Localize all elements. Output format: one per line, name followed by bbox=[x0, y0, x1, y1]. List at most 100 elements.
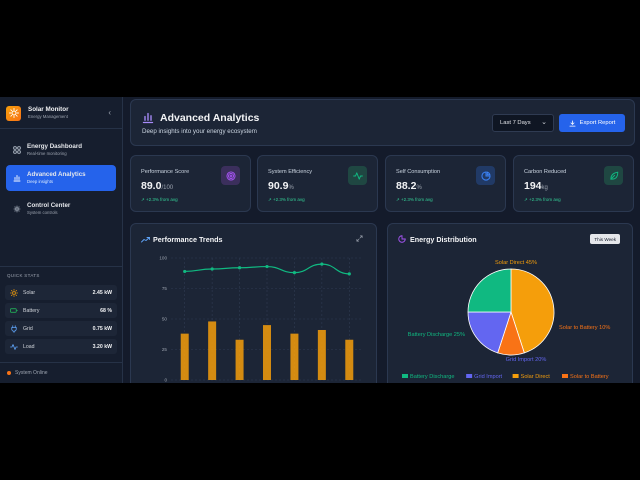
divider bbox=[0, 266, 122, 267]
kpi-trend-text: +2.3% from avg bbox=[529, 197, 561, 202]
brand-title: Solar Monitor bbox=[28, 106, 69, 113]
kpi-value: 89.0/100 bbox=[141, 180, 173, 192]
line-point bbox=[210, 267, 214, 271]
quick-stat-label: Grid bbox=[23, 325, 33, 332]
kpi-trend: ↗ +2.3% from avg bbox=[141, 197, 178, 202]
nav-label: Energy Dashboard bbox=[27, 143, 83, 150]
export-report-button[interactable]: Export Report bbox=[559, 114, 625, 132]
kpi-label: Carbon Reduced bbox=[524, 169, 567, 175]
legend-swatch bbox=[402, 374, 408, 378]
sun-icon bbox=[10, 288, 18, 297]
system-status-label: System Online bbox=[15, 370, 48, 376]
period-badge: This Week bbox=[590, 234, 620, 244]
app-window: Solar Monitor Energy Management ‹ Energy… bbox=[0, 97, 640, 383]
y-tick-label: 100 bbox=[159, 256, 167, 261]
chevron-down-icon: ⌄ bbox=[541, 119, 547, 126]
quick-stat-label: Load bbox=[23, 343, 35, 350]
legend-label: Solar to Battery bbox=[570, 374, 609, 380]
export-report-label: Export Report bbox=[579, 120, 616, 126]
legend-swatch bbox=[562, 374, 568, 378]
quick-stat-value: 3.20 kW bbox=[92, 343, 112, 350]
nav-sub: System controls bbox=[27, 210, 58, 215]
quick-stat-value: 2.45 kW bbox=[92, 289, 112, 296]
slice-label: Solar to Battery 10% bbox=[559, 325, 610, 331]
download-icon bbox=[569, 119, 576, 127]
kpi-number: 194 bbox=[524, 180, 542, 192]
bar bbox=[180, 333, 189, 380]
divider bbox=[0, 128, 122, 129]
energy-distribution-chart: Solar Direct 45% Solar to Battery 10% Grid… bbox=[402, 260, 610, 380]
line-point bbox=[265, 264, 269, 269]
nav-item-energy-dashboard[interactable]: Energy Dashboard Real-time monitoring bbox=[6, 137, 116, 163]
kpi-value: 90.9% bbox=[268, 180, 294, 192]
quick-stat-solar: Solar 2.45 kW bbox=[5, 285, 117, 300]
bar-chart-icon bbox=[142, 112, 154, 124]
legend-swatch bbox=[466, 374, 473, 378]
legend-label: Grid Import bbox=[474, 374, 502, 380]
kpi-number: 89.0 bbox=[141, 180, 162, 192]
panel-title: Performance Trends bbox=[153, 235, 223, 244]
page-title: Advanced Analytics bbox=[160, 112, 260, 124]
quick-stat-value: 68 % bbox=[100, 307, 112, 314]
nav-label: Advanced Analytics bbox=[27, 171, 86, 178]
quick-stat-label: Solar bbox=[23, 289, 36, 296]
bar bbox=[263, 325, 271, 380]
kpi-self-consumption: Self Consumption 88.2% ↗ +2.3% from avg bbox=[385, 155, 506, 212]
nav-sub: Deep insights bbox=[27, 179, 54, 184]
kpi-label: Performance Score bbox=[141, 169, 190, 175]
nav-sub: Real-time monitoring bbox=[27, 151, 67, 156]
kpi-performance-score: Performance Score 89.0/100 ↗ +2.3% from … bbox=[130, 155, 251, 212]
slice-label: Battery Discharge 25% bbox=[408, 332, 465, 338]
date-range-value: Last 7 Days bbox=[500, 120, 531, 126]
kpi-system-efficiency: System Efficiency 90.9% ↗ +2.3% from avg bbox=[257, 155, 378, 212]
expand-icon[interactable] bbox=[356, 235, 363, 242]
bar-chart-icon bbox=[12, 174, 21, 183]
system-status: System Online bbox=[7, 370, 48, 376]
quick-stat-grid: Grid 0.75 kW bbox=[5, 321, 117, 336]
kpi-unit: % bbox=[288, 185, 294, 191]
trending-up-icon bbox=[141, 237, 150, 243]
target-icon bbox=[221, 166, 240, 185]
slice-label: Solar Direct 45% bbox=[495, 260, 537, 266]
sidebar: Solar Monitor Energy Management ‹ Energy… bbox=[0, 97, 123, 383]
bar bbox=[290, 333, 299, 380]
kpi-trend: ↗ +2.3% from avg bbox=[268, 197, 305, 202]
pie-slice bbox=[467, 268, 512, 313]
nav-item-advanced-analytics[interactable]: Advanced Analytics Deep insights bbox=[6, 165, 116, 191]
kpi-trend: ↗ +2.3% from avg bbox=[524, 197, 561, 202]
date-range-select[interactable]: Last 7 Days ⌄ bbox=[492, 114, 554, 132]
brand: Solar Monitor Energy Management ‹ bbox=[6, 103, 118, 123]
nav-label: Control Center bbox=[27, 202, 71, 209]
battery-icon bbox=[10, 307, 18, 315]
kpi-unit: /100 bbox=[161, 185, 174, 191]
energy-distribution-panel: Energy Distribution This Week Solar Dire… bbox=[387, 223, 633, 383]
slice-label: Grid Import 20% bbox=[506, 357, 547, 363]
grid-icon bbox=[12, 146, 21, 155]
bar bbox=[317, 329, 326, 380]
leaf-icon bbox=[604, 166, 623, 185]
y-tick-label: 0 bbox=[164, 378, 167, 383]
performance-trends-panel: Performance Trends 0 25 50 75 100 Mon Tue Wed Th… bbox=[130, 223, 377, 383]
bar bbox=[345, 339, 354, 380]
chevron-left-icon[interactable]: ‹ bbox=[108, 108, 111, 117]
activity-icon bbox=[10, 343, 18, 351]
kpi-label: Self Consumption bbox=[396, 169, 441, 175]
status-dot bbox=[7, 371, 11, 375]
kpi-trend-text: +2.3% from avg bbox=[401, 197, 433, 202]
line-point bbox=[292, 271, 297, 275]
y-tick-label: 25 bbox=[162, 347, 168, 352]
nav-item-control-center[interactable]: Control Center System controls bbox=[6, 196, 116, 222]
quick-stats-title: QUICK STATS bbox=[7, 273, 40, 278]
pie-icon bbox=[398, 235, 406, 243]
bar bbox=[208, 321, 217, 380]
kpi-trend-text: +2.3% from avg bbox=[146, 197, 178, 202]
pie-slice bbox=[510, 268, 555, 354]
kpi-label: System Efficiency bbox=[268, 169, 313, 175]
quick-stat-label: Battery bbox=[23, 307, 40, 314]
plug-icon bbox=[10, 324, 18, 333]
quick-stat-value: 0.75 kW bbox=[92, 325, 112, 332]
bar bbox=[235, 339, 244, 380]
divider bbox=[0, 362, 122, 363]
gear-icon bbox=[12, 205, 21, 214]
